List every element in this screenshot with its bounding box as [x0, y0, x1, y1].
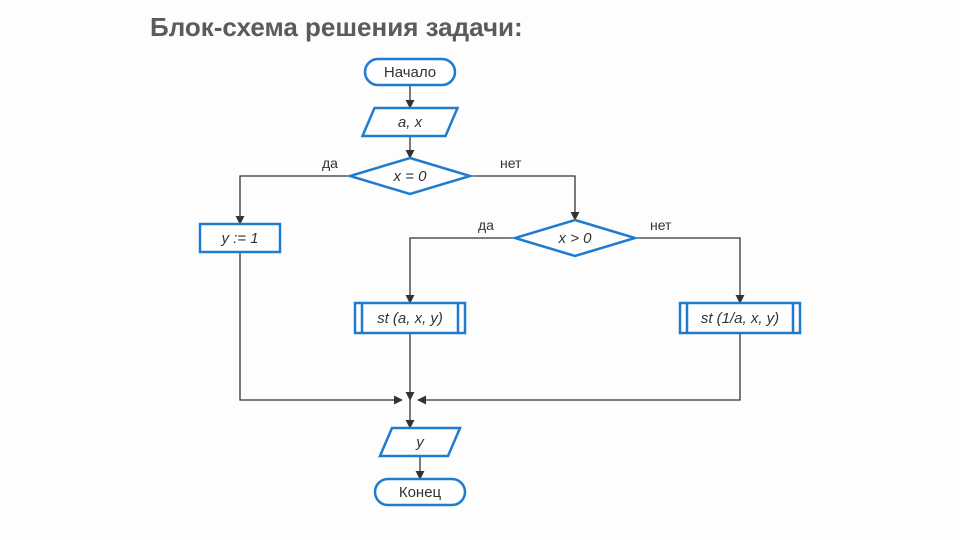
edge	[418, 333, 740, 400]
node-dec2: x > 0	[515, 220, 635, 256]
node-proc2: st (1/a, x, y)	[680, 303, 800, 333]
edge	[470, 176, 575, 220]
node-assign: y := 1	[200, 224, 280, 252]
node-label: x = 0	[393, 168, 428, 185]
node-end: Конец	[375, 479, 465, 505]
node-label: st (a, x, y)	[377, 310, 443, 327]
edge	[635, 238, 740, 303]
edge	[240, 176, 350, 224]
node-label: st (1/a, x, y)	[701, 310, 779, 327]
node-label: y := 1	[220, 230, 258, 247]
edge-label: нет	[500, 155, 522, 171]
node-label: a, x	[398, 114, 423, 131]
edge-label: нет	[650, 217, 672, 233]
node-dec1: x = 0	[350, 158, 470, 194]
node-label: Начало	[384, 64, 436, 81]
node-label: x > 0	[558, 230, 593, 247]
node-label: Конец	[399, 484, 442, 501]
node-output: y	[380, 428, 460, 456]
edge	[410, 238, 515, 303]
page-title: Блок-схема решения задачи:	[150, 12, 523, 42]
edge-label: да	[322, 155, 338, 171]
edge-label: да	[478, 217, 494, 233]
node-proc1: st (a, x, y)	[355, 303, 465, 333]
nodes: Начало a, x x = 0 y := 1 x > 0 st (a, x, y) st…	[200, 59, 800, 505]
edges: да нет да нет	[240, 85, 740, 479]
node-start: Начало	[365, 59, 455, 85]
node-input: a, x	[363, 108, 458, 136]
